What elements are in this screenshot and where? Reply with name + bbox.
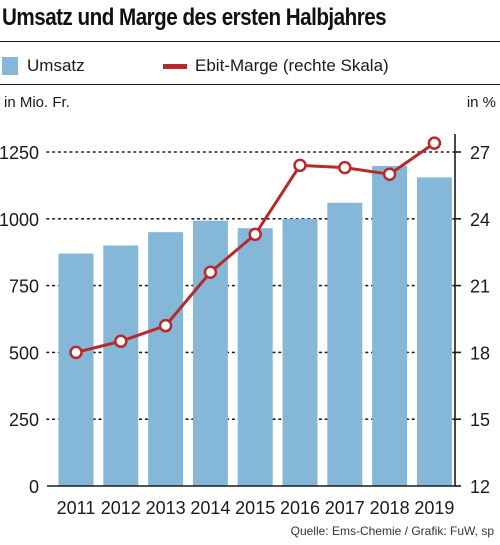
x-tick-label: 2016	[280, 498, 320, 518]
right-axis-unit: in %	[466, 94, 496, 111]
x-tick-label: 2011	[57, 498, 96, 518]
y-left-tick-label: 1250	[0, 143, 39, 163]
point-ebit-marge-2013	[158, 318, 173, 333]
legend-rule	[0, 84, 500, 85]
y-right-tick-label: 18	[470, 343, 490, 363]
point-ebit-marge-2012	[114, 334, 128, 349]
bar-umsatz-2014	[192, 220, 228, 486]
y-left-tick-label: 1000	[0, 210, 39, 230]
point-ebit-marge-2011	[69, 345, 83, 360]
legend-label-marge: Ebit-Marge (rechte Skala)	[195, 56, 389, 75]
x-tick-label: 2017	[325, 498, 365, 518]
point-ebit-marge-2016	[293, 158, 307, 173]
y-right-tick-label: 15	[470, 410, 490, 430]
y-left-tick-label: 750	[9, 277, 39, 297]
point-ebit-marge-2015	[248, 227, 262, 242]
point-ebit-marge-2018	[382, 167, 397, 182]
x-tick-label: 2013	[146, 498, 186, 518]
y-right-tick-label: 21	[470, 277, 490, 297]
bar-umsatz-2015	[237, 228, 273, 487]
legend-swatch-umsatz	[2, 57, 18, 75]
y-left-tick-label: 0	[29, 477, 39, 497]
legend-label-umsatz: Umsatz	[27, 56, 85, 75]
bar-umsatz-2013	[148, 232, 184, 486]
bar-umsatz-2019	[416, 177, 452, 486]
x-tick-label: 2019	[414, 498, 454, 518]
source-note: Quelle: Ems-Chemie / Grafik: FuW, sp	[290, 524, 494, 538]
bar-umsatz-2011	[58, 253, 94, 486]
y-left-tick-label: 500	[9, 343, 39, 363]
y-right-tick-label: 12	[470, 477, 490, 497]
title-rule	[0, 41, 500, 42]
bar-umsatz-2012	[103, 245, 139, 486]
bar-umsatz-2016	[282, 218, 318, 487]
chart-title: Umsatz und Marge des ersten Halbjahres	[2, 4, 387, 31]
legend: Umsatz Ebit-Marge (rechte Skala)	[0, 55, 500, 79]
x-tick-label: 2015	[235, 498, 275, 518]
left-axis-unit: in Mio. Fr.	[4, 94, 70, 111]
bar-umsatz-2018	[372, 165, 408, 486]
point-ebit-marge-2014	[203, 265, 218, 279]
x-tick-label: 2014	[190, 498, 230, 518]
point-ebit-marge-2017	[338, 160, 352, 175]
y-left-tick-label: 250	[9, 410, 39, 430]
y-right-tick-label: 24	[470, 210, 490, 230]
x-tick-label: 2018	[370, 498, 410, 518]
legend-swatch-marge	[163, 64, 187, 69]
point-ebit-marge-2019	[427, 136, 442, 150]
y-right-tick-label: 27	[470, 143, 490, 163]
bar-umsatz-2017	[327, 202, 363, 486]
x-tick-label: 2012	[101, 498, 141, 518]
